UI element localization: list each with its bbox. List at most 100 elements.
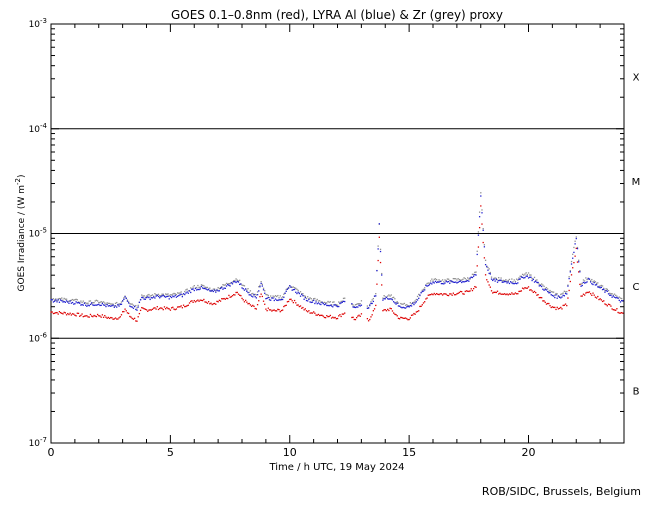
data-point — [179, 306, 181, 308]
data-point — [259, 284, 261, 287]
data-point — [236, 279, 238, 281]
data-point — [387, 298, 389, 300]
data-point — [185, 292, 187, 294]
data-point — [141, 296, 143, 299]
data-point — [438, 279, 440, 281]
data-point — [93, 301, 95, 304]
data-point — [338, 315, 340, 317]
data-point — [474, 285, 476, 288]
data-point — [99, 304, 101, 307]
data-point — [88, 300, 90, 302]
data-point — [277, 308, 279, 310]
data-point — [248, 294, 250, 296]
data-point — [443, 283, 445, 285]
data-point — [521, 276, 524, 279]
data-point — [465, 280, 468, 282]
data-point — [610, 293, 612, 295]
data-point — [488, 284, 490, 286]
data-point — [475, 286, 477, 288]
data-point — [180, 293, 182, 295]
data-point — [277, 294, 279, 297]
data-point — [463, 281, 465, 283]
data-point — [246, 290, 248, 293]
data-point — [217, 301, 219, 303]
data-point — [489, 273, 491, 275]
data-point — [273, 309, 275, 311]
data-point — [509, 293, 512, 296]
data-point — [104, 314, 106, 317]
data-point — [456, 279, 458, 281]
data-point — [477, 234, 480, 236]
data-point — [573, 246, 575, 249]
data-point — [394, 302, 396, 304]
data-point — [495, 278, 497, 281]
data-point — [426, 282, 428, 285]
data-point — [207, 288, 210, 290]
data-point — [472, 287, 475, 290]
data-point — [581, 282, 583, 284]
data-point — [262, 300, 265, 302]
data-point — [621, 300, 623, 302]
data-point — [481, 223, 483, 225]
data-point — [418, 293, 420, 296]
data-point — [57, 299, 59, 301]
data-point — [127, 312, 130, 315]
data-point — [447, 294, 450, 297]
data-point — [267, 296, 269, 299]
data-point — [585, 277, 587, 279]
data-point — [514, 280, 517, 283]
data-point — [514, 282, 517, 284]
data-point — [209, 303, 211, 305]
data-point — [120, 314, 123, 316]
data-point — [462, 293, 464, 295]
data-point — [597, 282, 599, 284]
data-point — [426, 285, 428, 287]
data-point — [352, 304, 354, 306]
data-point — [462, 278, 464, 280]
data-point — [333, 304, 335, 306]
data-point — [55, 312, 57, 314]
data-point — [79, 302, 81, 304]
data-point — [444, 282, 446, 284]
data-point — [204, 301, 206, 303]
data-point — [554, 294, 556, 296]
data-point — [366, 305, 369, 307]
data-point — [351, 316, 353, 319]
data-point — [407, 305, 409, 307]
data-point — [567, 285, 569, 287]
data-point — [304, 296, 306, 299]
data-point — [101, 301, 104, 304]
data-point — [500, 279, 502, 281]
data-point — [490, 276, 493, 278]
data-point — [452, 292, 454, 294]
data-point — [544, 301, 546, 303]
data-point — [533, 276, 536, 279]
data-point — [340, 300, 342, 303]
data-point — [73, 299, 75, 301]
data-point — [440, 282, 443, 285]
data-point — [438, 281, 440, 283]
data-point — [572, 257, 574, 259]
data-point — [407, 305, 409, 308]
data-point — [126, 299, 129, 301]
data-point — [56, 311, 58, 314]
data-point — [450, 293, 452, 295]
data-point — [529, 274, 531, 276]
chart-title: GOES 0.1–0.8nm (red), LYRA Al (blue) & Z… — [171, 8, 503, 22]
data-point — [514, 292, 517, 294]
data-point — [446, 278, 449, 280]
data-point — [57, 313, 59, 315]
data-point — [243, 301, 246, 303]
data-point — [320, 314, 322, 316]
data-point — [372, 300, 375, 303]
data-point — [75, 301, 77, 303]
data-point — [308, 298, 310, 301]
data-point — [261, 285, 263, 287]
data-point — [601, 285, 604, 287]
data-point — [179, 294, 181, 296]
data-point — [406, 306, 408, 308]
data-point — [157, 293, 160, 296]
data-point — [130, 316, 132, 318]
data-point — [317, 302, 320, 304]
data-point — [326, 315, 328, 317]
